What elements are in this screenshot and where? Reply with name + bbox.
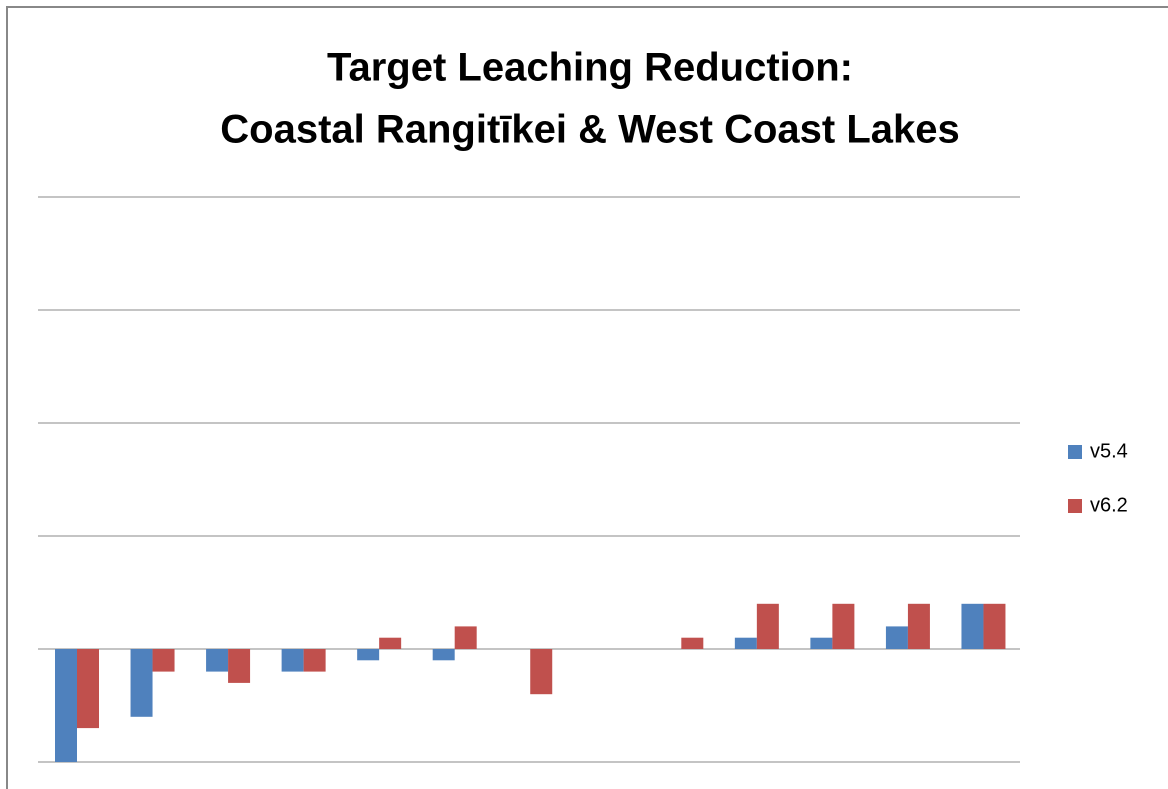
bar — [832, 603, 855, 649]
bar — [961, 603, 984, 649]
legend-label: v6.2 — [1090, 494, 1128, 516]
bar — [885, 626, 908, 649]
chart-frame — [6, 6, 1168, 789]
bar — [810, 637, 833, 649]
bar — [379, 637, 402, 649]
bar — [530, 649, 553, 695]
legend-swatch — [1068, 499, 1082, 513]
bar — [357, 649, 380, 661]
bar — [734, 637, 757, 649]
bar — [681, 637, 704, 649]
bar — [228, 649, 251, 683]
bar — [983, 603, 1006, 649]
bar — [454, 626, 477, 649]
bar — [77, 649, 99, 729]
bar — [152, 649, 175, 672]
bar — [55, 649, 77, 762]
chart-title: Coastal Rangitīkei & West Coast Lakes — [220, 108, 960, 152]
chart-title: Target Leaching Reduction: — [327, 46, 853, 90]
legend-label: v5.4 — [1090, 440, 1128, 462]
bar — [303, 649, 326, 672]
bar — [281, 649, 304, 672]
bar — [206, 649, 229, 672]
bar — [130, 649, 153, 717]
bar — [907, 603, 930, 649]
bar — [432, 649, 455, 661]
bar — [756, 603, 779, 649]
legend-swatch — [1068, 445, 1082, 459]
